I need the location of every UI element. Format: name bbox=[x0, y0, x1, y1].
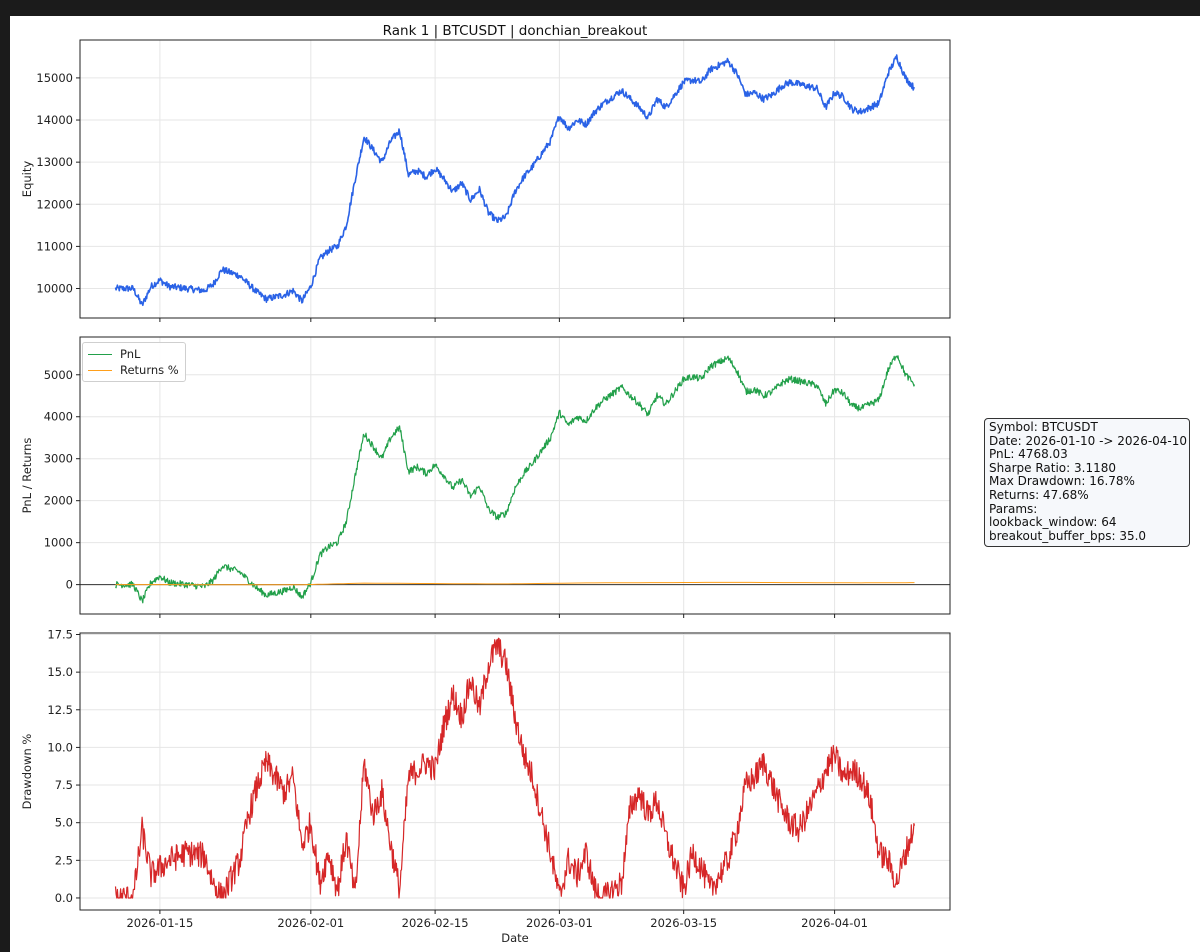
legend-swatch-pnl bbox=[88, 353, 112, 355]
info-date-range: Date: 2026-01-10 -> 2026-04-10 bbox=[989, 433, 1188, 448]
info-returns: Returns: 47.68% bbox=[989, 487, 1089, 502]
y-tick-label-2-2: 5.0 bbox=[55, 816, 73, 830]
x-tick-label-1: 2026-02-01 bbox=[277, 916, 344, 930]
info-breakout-buffer: breakout_buffer_bps: 35.0 bbox=[989, 528, 1147, 543]
y-tick-label-2-7: 17.5 bbox=[47, 628, 73, 642]
y-tick-label-2-4: 10.0 bbox=[47, 740, 73, 754]
chart-svg: Rank 1 | BTCUSDT | donchian_breakout Dat… bbox=[20, 23, 951, 945]
y-tick-label-1-4: 4000 bbox=[44, 410, 73, 424]
axes-frame-pnl bbox=[79, 336, 951, 615]
equity-series-line bbox=[114, 54, 916, 307]
y-tick-label-1-1: 1000 bbox=[44, 536, 73, 550]
legend-label-pnl: PnL bbox=[120, 347, 141, 361]
legend-item-pnl: PnL bbox=[88, 346, 179, 362]
pnl-series-returns- bbox=[115, 581, 915, 586]
info-symbol: Symbol: BTCUSDT bbox=[989, 420, 1098, 434]
y-tick-label-1-5: 5000 bbox=[44, 368, 73, 382]
info-params: Params: bbox=[989, 501, 1038, 516]
legend-item-returns: Returns % bbox=[88, 362, 179, 378]
x-tick-label-4: 2026-03-15 bbox=[650, 916, 717, 930]
info-lookback: lookback_window: 64 bbox=[989, 515, 1117, 530]
x-tick-label-0: 2026-01-15 bbox=[126, 916, 193, 930]
y-tick-label-0-2: 12000 bbox=[36, 197, 73, 211]
pnl-series-pnl bbox=[114, 355, 916, 604]
y-tick-label-2-1: 2.5 bbox=[55, 853, 73, 867]
y-tick-label-1-2: 2000 bbox=[44, 494, 73, 508]
axes-frame-drawdown bbox=[79, 632, 951, 911]
axes-frame-equity bbox=[79, 39, 951, 319]
x-tick-label-2: 2026-02-15 bbox=[402, 916, 469, 930]
y-tick-label-2-3: 7.5 bbox=[55, 778, 73, 792]
y-tick-label-2-6: 15.0 bbox=[47, 665, 73, 679]
stats-info-box: Symbol: BTCUSDT Date: 2026-01-10 -> 2026… bbox=[984, 418, 1190, 548]
info-max-drawdown: Max Drawdown: 16.78% bbox=[989, 474, 1135, 489]
info-sharpe: Sharpe Ratio: 3.1180 bbox=[989, 460, 1116, 475]
y-tick-label-0-0: 10000 bbox=[36, 282, 73, 296]
y-tick-label-0-5: 15000 bbox=[36, 71, 73, 85]
y-tick-label-0-1: 11000 bbox=[36, 239, 73, 253]
y-axis-label-pnl: PnL / Returns bbox=[20, 438, 34, 514]
y-axis-label-equity: Equity bbox=[20, 161, 34, 198]
chart-title: Rank 1 | BTCUSDT | donchian_breakout bbox=[383, 23, 648, 39]
y-tick-label-0-3: 13000 bbox=[36, 155, 73, 169]
drawdown-series-line bbox=[114, 637, 916, 899]
x-tick-label-5: 2026-04-01 bbox=[801, 916, 868, 930]
x-axis-label: Date bbox=[501, 931, 529, 945]
y-tick-label-0-4: 14000 bbox=[36, 113, 73, 127]
figure-canvas: Rank 1 | BTCUSDT | donchian_breakout Dat… bbox=[10, 16, 1200, 952]
y-tick-label-1-0: 0 bbox=[66, 578, 73, 592]
legend-label-returns: Returns % bbox=[120, 363, 179, 377]
y-tick-label-2-0: 0.0 bbox=[55, 891, 73, 905]
y-tick-label-1-3: 3000 bbox=[44, 452, 73, 466]
y-axis-label-drawdown: Drawdown % bbox=[20, 734, 34, 810]
info-pnl: PnL: 4768.03 bbox=[989, 447, 1068, 462]
x-tick-label-3: 2026-03-01 bbox=[526, 916, 593, 930]
y-tick-label-2-5: 12.5 bbox=[47, 703, 73, 717]
legend-swatch-returns bbox=[88, 369, 112, 371]
pnl-legend: PnL Returns % bbox=[82, 342, 186, 382]
